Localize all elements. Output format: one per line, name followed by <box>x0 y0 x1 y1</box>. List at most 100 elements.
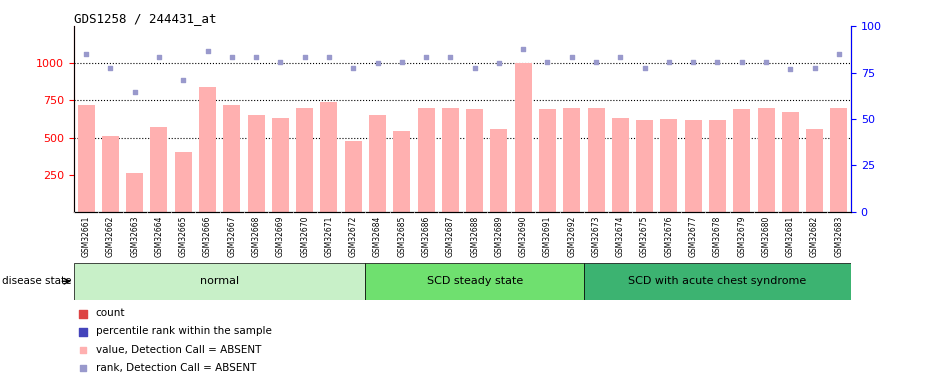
Point <box>79 51 93 57</box>
Point <box>273 59 288 65</box>
Point <box>249 54 264 60</box>
Text: rank, Detection Call = ABSENT: rank, Detection Call = ABSENT <box>96 363 256 372</box>
Text: count: count <box>96 309 125 318</box>
Bar <box>734 110 750 212</box>
Point <box>394 59 409 65</box>
Bar <box>660 119 677 212</box>
Bar <box>539 110 556 212</box>
Bar <box>320 102 338 212</box>
Point <box>225 54 240 60</box>
Point <box>564 54 579 60</box>
Bar <box>442 108 459 212</box>
Bar <box>365 262 584 300</box>
Bar <box>490 129 508 212</box>
Point <box>346 65 361 71</box>
Bar <box>587 108 605 212</box>
Point <box>370 60 385 66</box>
Text: GSM32665: GSM32665 <box>179 215 188 257</box>
Text: GSM32676: GSM32676 <box>664 215 673 257</box>
Point <box>297 54 312 60</box>
Text: GSM32668: GSM32668 <box>252 215 261 257</box>
Text: GSM32679: GSM32679 <box>737 215 746 257</box>
Text: GSM32685: GSM32685 <box>398 215 406 257</box>
Text: percentile rank within the sample: percentile rank within the sample <box>96 327 272 336</box>
Bar <box>296 108 314 212</box>
Point <box>710 59 725 65</box>
Text: GSM32690: GSM32690 <box>519 215 527 257</box>
Text: GSM32682: GSM32682 <box>810 215 819 256</box>
Point <box>588 59 603 65</box>
Text: SCD with acute chest syndrome: SCD with acute chest syndrome <box>628 276 807 286</box>
Point <box>443 54 458 60</box>
Point <box>808 65 822 71</box>
Point <box>661 59 676 65</box>
Bar <box>175 153 191 212</box>
Bar <box>782 112 799 212</box>
Bar <box>514 63 532 212</box>
Point <box>613 54 628 60</box>
Point <box>76 310 91 316</box>
Point <box>491 60 506 66</box>
Bar <box>199 87 216 212</box>
Text: GSM32678: GSM32678 <box>713 215 722 257</box>
Point <box>76 364 91 370</box>
Point <box>419 54 434 60</box>
Point <box>783 66 797 72</box>
Point <box>76 328 91 334</box>
Point <box>200 48 215 54</box>
Bar <box>369 116 386 212</box>
Bar <box>78 105 94 212</box>
Text: GSM32663: GSM32663 <box>130 215 139 257</box>
Point <box>76 346 91 352</box>
Text: GSM32670: GSM32670 <box>301 215 309 257</box>
Text: GSM32662: GSM32662 <box>106 215 115 257</box>
Text: GSM32681: GSM32681 <box>786 215 795 256</box>
Text: GSM32680: GSM32680 <box>761 215 771 257</box>
Bar <box>709 120 726 212</box>
Point <box>758 59 773 65</box>
Bar <box>417 108 435 212</box>
Point <box>467 65 482 71</box>
Bar <box>151 127 167 212</box>
Bar <box>102 136 119 212</box>
Text: GSM32688: GSM32688 <box>470 215 479 256</box>
Text: SCD steady state: SCD steady state <box>426 276 523 286</box>
Text: disease state: disease state <box>2 276 71 286</box>
Point <box>128 88 142 94</box>
Bar <box>684 120 702 212</box>
Point <box>832 51 846 57</box>
Point <box>540 59 555 65</box>
Bar <box>272 118 289 212</box>
Text: GSM32671: GSM32671 <box>325 215 333 257</box>
Point <box>152 54 166 60</box>
Point <box>637 65 652 71</box>
Text: GSM32683: GSM32683 <box>834 215 844 257</box>
Bar <box>636 120 653 212</box>
Bar <box>223 105 240 212</box>
Bar <box>126 173 143 212</box>
Bar <box>74 262 365 300</box>
Text: GSM32672: GSM32672 <box>349 215 358 257</box>
Point <box>103 65 117 71</box>
Text: GSM32664: GSM32664 <box>154 215 164 257</box>
Text: GSM32684: GSM32684 <box>373 215 382 257</box>
Bar <box>563 108 580 212</box>
Bar <box>806 129 823 212</box>
Bar <box>345 141 362 212</box>
Text: value, Detection Call = ABSENT: value, Detection Call = ABSENT <box>96 345 261 354</box>
Bar <box>393 131 411 212</box>
Text: GSM32689: GSM32689 <box>495 215 503 257</box>
Point <box>516 45 531 51</box>
Text: GSM32692: GSM32692 <box>567 215 576 257</box>
Bar <box>758 108 774 212</box>
Text: GDS1258 / 244431_at: GDS1258 / 244431_at <box>74 12 216 25</box>
Text: GSM32687: GSM32687 <box>446 215 455 257</box>
Text: GSM32686: GSM32686 <box>422 215 430 257</box>
Text: GSM32673: GSM32673 <box>592 215 600 257</box>
Text: GSM32661: GSM32661 <box>81 215 91 257</box>
Bar <box>611 118 629 212</box>
Bar <box>831 108 847 212</box>
Text: GSM32666: GSM32666 <box>204 215 212 257</box>
Text: GSM32669: GSM32669 <box>276 215 285 257</box>
Text: normal: normal <box>200 276 240 286</box>
